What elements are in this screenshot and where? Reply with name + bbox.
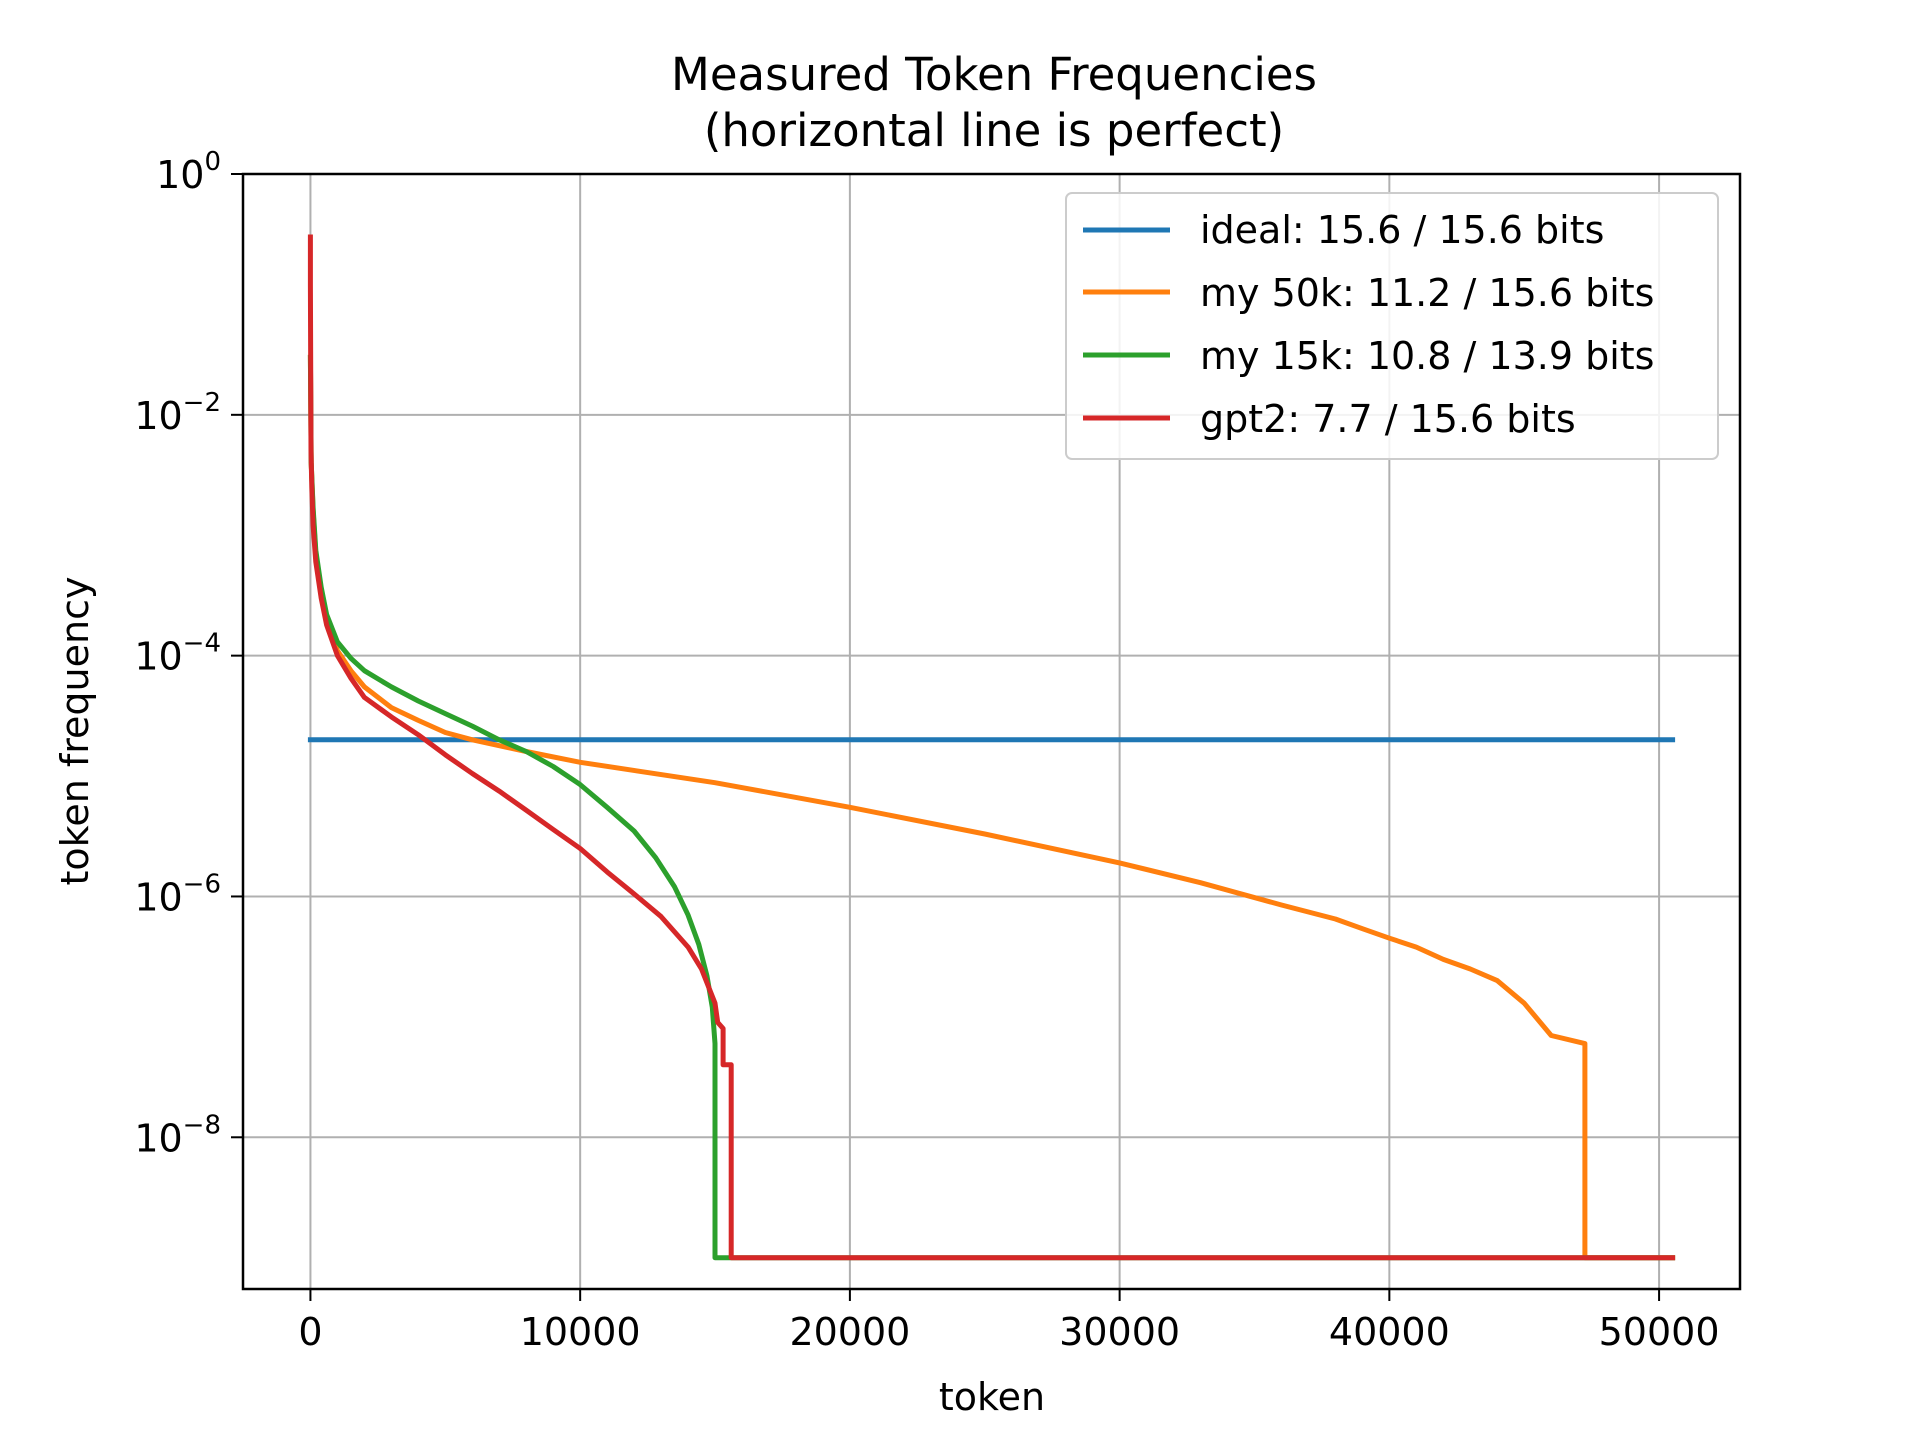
y-tick-label: 10−6 — [134, 869, 221, 919]
legend-label-my-15k: my 15k: 10.8 / 13.9 bits — [1200, 334, 1654, 378]
x-tick-label: 0 — [298, 1310, 322, 1354]
y-tick-label: 10−4 — [134, 629, 221, 679]
plot-frame — [241, 172, 1742, 1291]
grid-lines — [243, 173, 1740, 1289]
x-tick-label: 20000 — [789, 1310, 910, 1354]
x-axis-label: token — [939, 1375, 1045, 1419]
x-axis-ticks: 0 10000 20000 30000 40000 50000 — [298, 1289, 1720, 1354]
x-tick-label: 40000 — [1329, 1310, 1450, 1354]
legend-box — [1065, 192, 1719, 460]
x-tick-label: 50000 — [1599, 1310, 1720, 1354]
y-axis-ticks: 100 10−2 10−4 10−6 10−8 — [134, 147, 243, 1160]
y-tick-label: 10−8 — [134, 1110, 221, 1160]
chart-title: Measured Token Frequencies — [671, 48, 1317, 101]
y-tick-label: 10−2 — [134, 388, 221, 438]
x-tick-label: 30000 — [1059, 1310, 1180, 1354]
series-line-gpt2 — [307, 234, 1676, 1261]
y-tick-label: 100 — [156, 147, 221, 197]
legend-label-ideal: ideal: 15.6 / 15.6 bits — [1200, 208, 1604, 252]
chart-subtitle: (horizontal line is perfect) — [704, 104, 1284, 157]
legend-label-gpt2: gpt2: 7.7 / 15.6 bits — [1200, 397, 1576, 441]
legend-label-my-50k: my 50k: 11.2 / 15.6 bits — [1200, 271, 1654, 315]
legend: ideal: 15.6 / 15.6 bits my 50k: 11.2 / 1… — [1065, 192, 1719, 460]
series-lines — [307, 234, 1676, 1261]
x-tick-label: 10000 — [520, 1310, 641, 1354]
y-axis-label: token frequency — [53, 577, 97, 886]
